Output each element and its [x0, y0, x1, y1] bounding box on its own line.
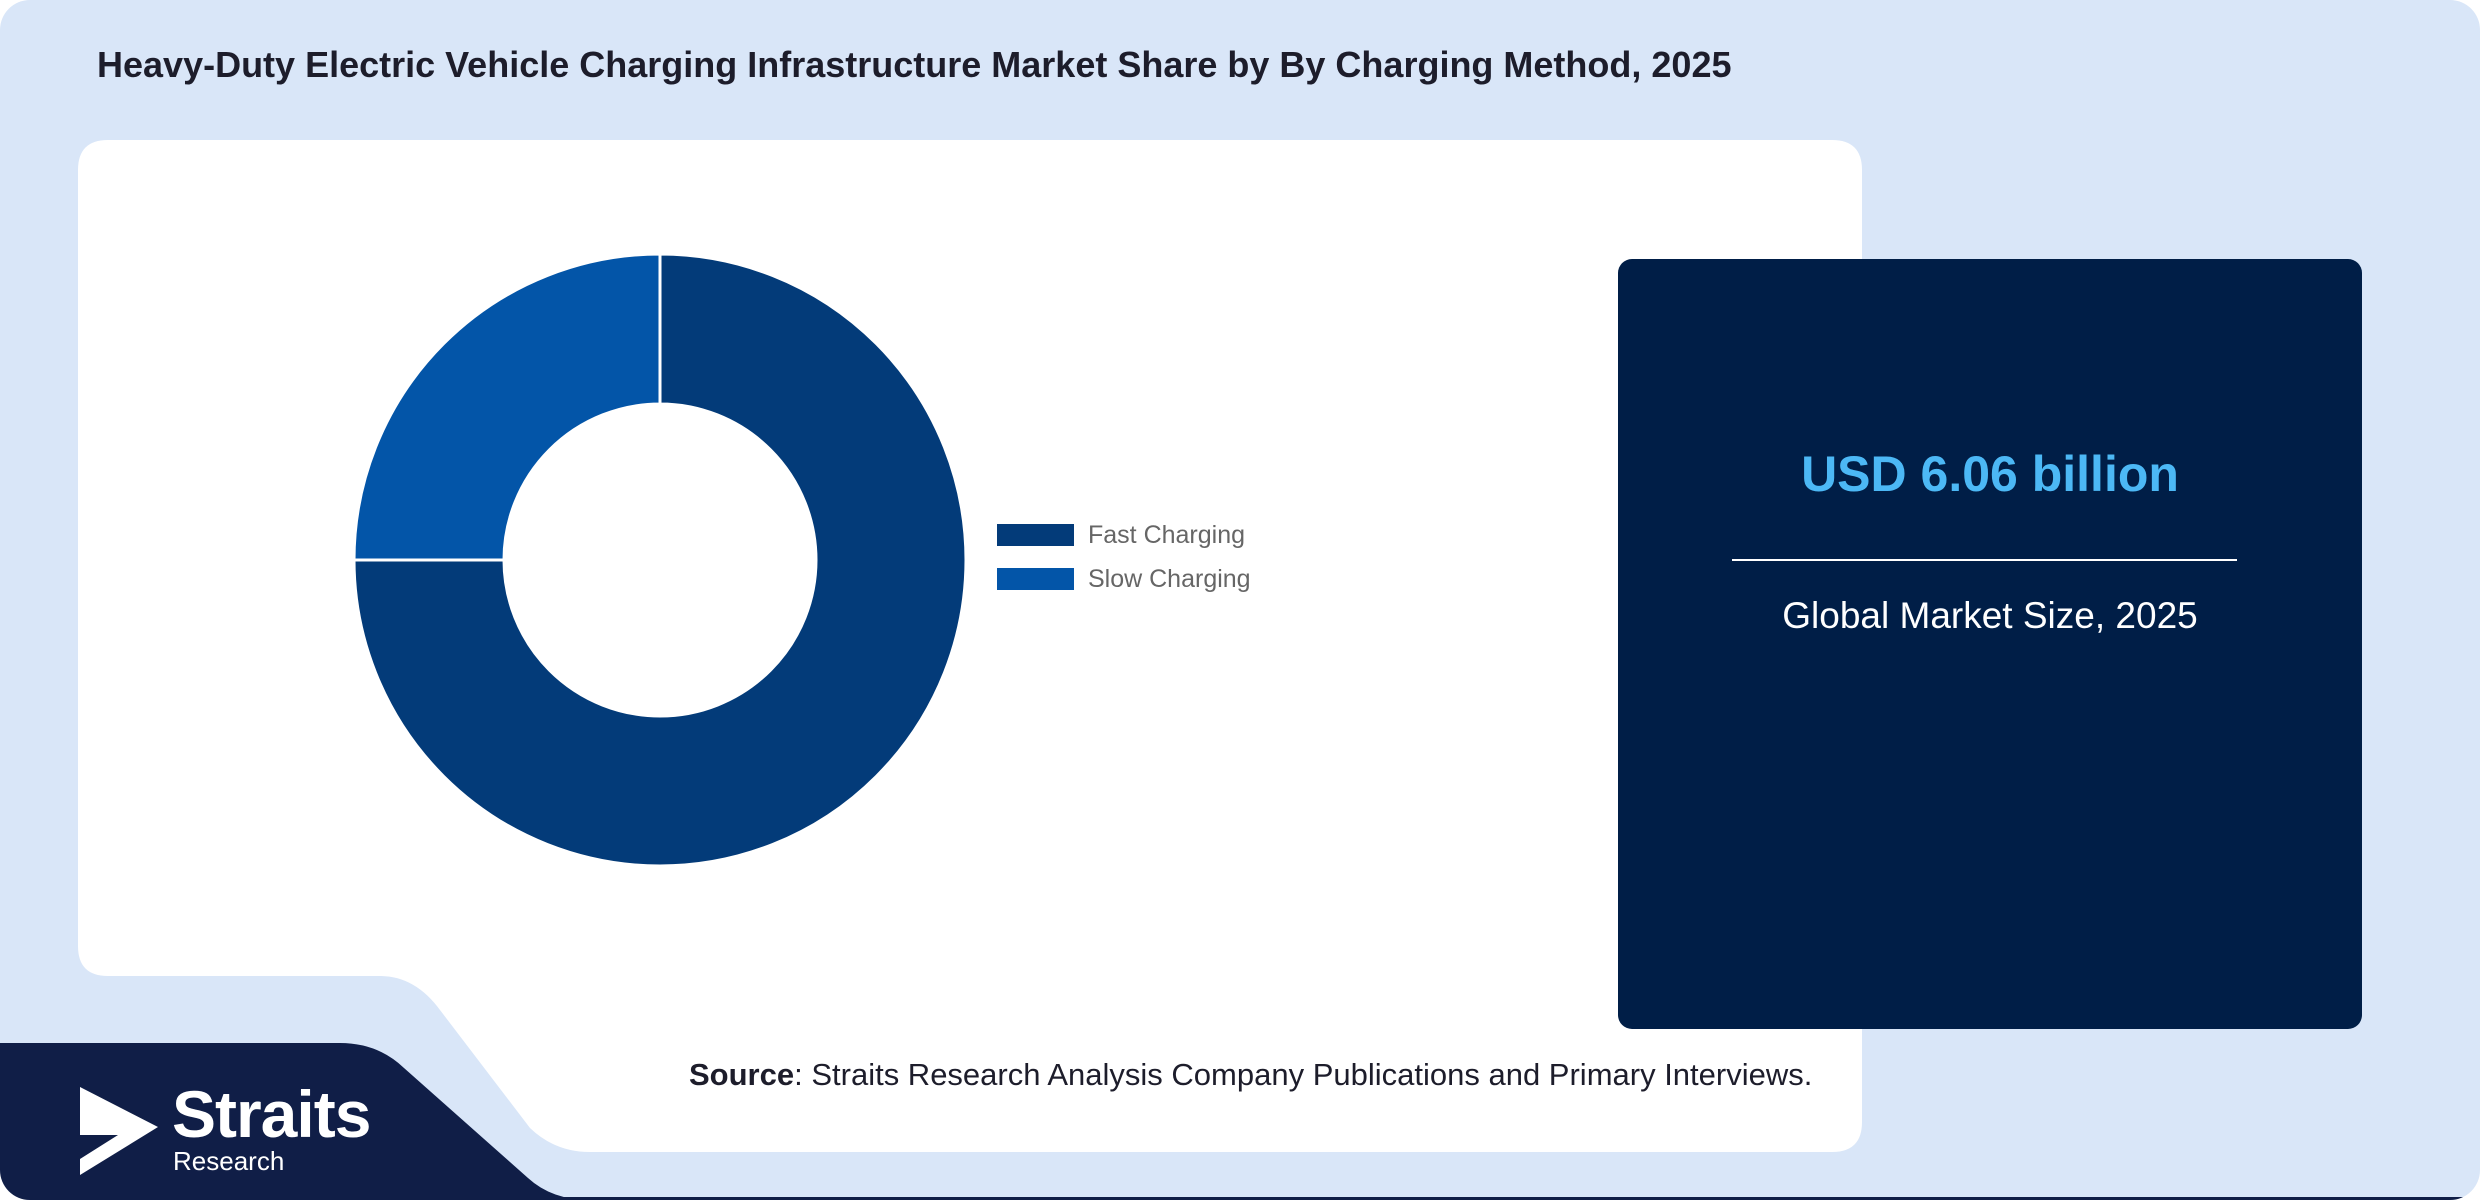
bottom-rule: [540, 1197, 2480, 1200]
donut-chart: [352, 252, 968, 868]
straits-logo-icon: [80, 1087, 158, 1175]
legend-item-fast-charging: Fast Charging: [997, 518, 1251, 552]
source-note: Source: Straits Research Analysis Compan…: [689, 1057, 1812, 1093]
card-divider: [1732, 559, 2237, 561]
market-size-value: USD 6.06 billion: [1801, 446, 2179, 502]
market-size-card: USD 6.06 billion Global Market Size, 202…: [1618, 259, 2362, 1029]
brand-subtitle: Research: [173, 1146, 285, 1176]
market-size-label: Global Market Size, 2025: [1782, 595, 2198, 636]
brand-logo: Straits Research: [80, 1077, 400, 1176]
page-title: Heavy-Duty Electric Vehicle Charging Inf…: [97, 44, 1732, 85]
source-label: Source: [689, 1057, 795, 1092]
donut-slice-slow-charging: [352, 252, 662, 562]
brand-band: [0, 1043, 590, 1200]
donut-slice-fast-charging: [352, 252, 968, 868]
legend-label-fast-charging: Fast Charging: [1088, 520, 1246, 549]
legend-item-slow-charging: Slow Charging: [997, 562, 1251, 596]
chart-legend: Fast Charging Slow Charging: [997, 518, 1251, 606]
legend-label-slow-charging: Slow Charging: [1088, 564, 1251, 593]
legend-swatch-fast-charging: [997, 524, 1074, 546]
source-text: : Straits Research Analysis Company Publ…: [794, 1057, 1813, 1092]
brand-name: Straits: [172, 1077, 371, 1151]
legend-swatch-slow-charging: [997, 568, 1074, 590]
